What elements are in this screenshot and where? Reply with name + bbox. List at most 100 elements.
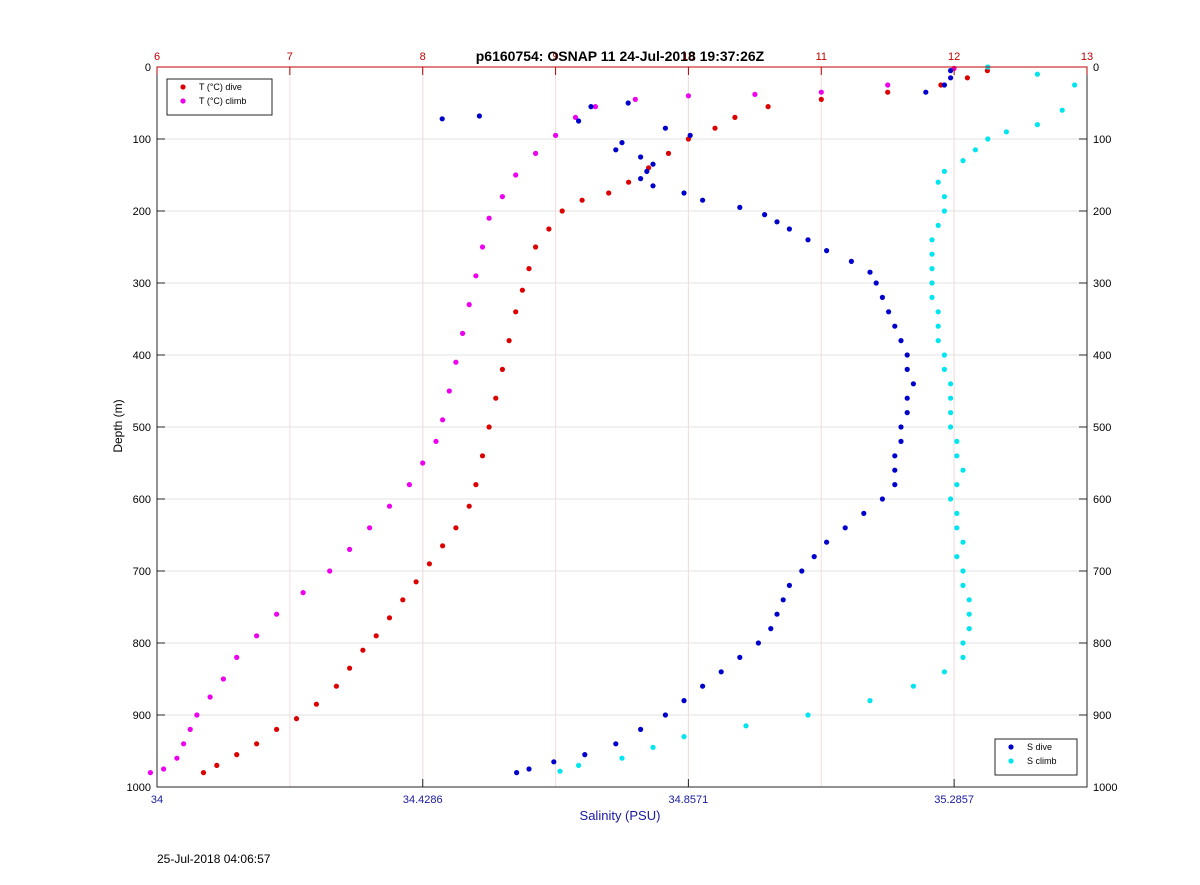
data-point (644, 168, 650, 174)
data-point (904, 410, 910, 416)
data-point (194, 712, 200, 718)
data-point (453, 359, 459, 365)
data-point (929, 280, 935, 286)
data-point (867, 698, 873, 704)
data-point (904, 366, 910, 372)
data-point (576, 762, 582, 769)
data-point (638, 176, 644, 182)
data-point (174, 755, 180, 761)
data-point (960, 467, 966, 473)
data-point (824, 248, 830, 254)
x-axis-label: Salinity (PSU) (580, 808, 661, 823)
data-point (681, 698, 687, 704)
data-point (220, 676, 226, 682)
data-point (665, 150, 672, 156)
legend-marker (180, 84, 186, 90)
data-point (737, 654, 743, 661)
y-tick-label-right: 700 (1093, 566, 1111, 578)
data-point (737, 204, 743, 210)
data-point (960, 568, 966, 574)
x2-tick-label: 8 (420, 51, 426, 63)
data-point (572, 114, 579, 120)
data-point (347, 546, 353, 553)
data-point (954, 482, 960, 488)
data-point (941, 352, 948, 358)
data-point (386, 615, 393, 621)
axes: 0 0 100 100 200 200 300 300 400 400 500 500 600 600 70… (127, 51, 1118, 806)
data-point (948, 75, 954, 81)
data-point (774, 219, 780, 225)
data-point (685, 93, 692, 99)
data-point (960, 640, 966, 646)
data-point (386, 503, 393, 509)
data-point (546, 226, 552, 232)
data-point (476, 113, 482, 119)
data-point (886, 309, 892, 315)
y-tick-label-left: 900 (133, 710, 151, 722)
data-point (526, 766, 532, 772)
timestamp: 25-Jul-2018 04:06:57 (157, 852, 271, 866)
data-point (1003, 129, 1010, 135)
data-points (147, 64, 1078, 776)
data-point (650, 183, 656, 189)
x2-tick-label: 9 (553, 51, 559, 63)
data-point (954, 554, 960, 560)
data-point (333, 683, 339, 689)
data-point (960, 158, 966, 164)
data-point (923, 89, 929, 95)
data-point (818, 89, 824, 95)
data-point (254, 633, 260, 639)
data-point (681, 734, 687, 740)
data-point (786, 226, 793, 232)
data-point (426, 561, 432, 567)
data-point (513, 309, 519, 315)
data-point (941, 168, 948, 174)
data-point (910, 683, 917, 689)
data-point (898, 438, 904, 444)
data-point (650, 161, 656, 167)
y-tick-label-left: 800 (133, 638, 151, 650)
data-point (954, 510, 960, 516)
data-point (935, 309, 941, 315)
data-point (929, 266, 935, 272)
y-tick-label-left: 0 (145, 62, 151, 74)
data-point (755, 640, 762, 646)
data-point (440, 417, 446, 423)
data-point (774, 611, 780, 617)
data-point (861, 510, 867, 516)
data-point (700, 197, 706, 203)
legend-label: T (°C) dive (199, 82, 242, 92)
data-point (732, 114, 738, 120)
data-point (762, 212, 768, 218)
data-point (765, 104, 771, 110)
data-point (626, 179, 632, 185)
x-tick-label-bottom: 34.8571 (669, 794, 709, 806)
y-tick-label-left: 200 (133, 206, 151, 218)
data-point (576, 118, 582, 124)
data-point (985, 136, 991, 142)
data-point (373, 633, 379, 639)
x2-tick-label: 6 (154, 51, 160, 63)
series-s-dive (439, 68, 954, 776)
data-point (811, 554, 817, 560)
data-point (935, 323, 941, 329)
y-tick-label-right: 200 (1093, 206, 1111, 218)
data-point (948, 381, 954, 387)
data-point (935, 179, 941, 185)
data-point (805, 237, 811, 243)
data-point (948, 424, 954, 430)
data-point (460, 330, 466, 336)
data-point (941, 366, 948, 372)
data-point (892, 467, 898, 473)
x2-tick-label: 12 (948, 51, 960, 63)
data-point (400, 597, 406, 603)
legend-top-left: T (°C) dive T (°C) climb (166, 78, 273, 116)
data-point (885, 89, 891, 95)
data-point (473, 273, 479, 279)
data-point (506, 338, 512, 344)
data-point (440, 543, 446, 549)
data-point (533, 150, 539, 156)
data-point (579, 197, 585, 203)
data-point (638, 726, 644, 733)
data-point (1034, 71, 1040, 77)
